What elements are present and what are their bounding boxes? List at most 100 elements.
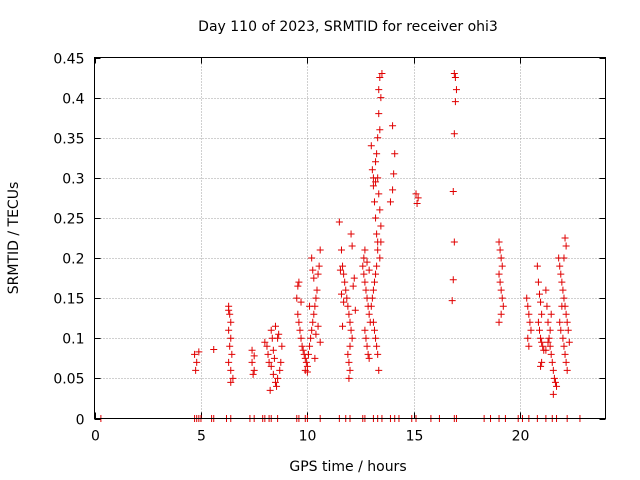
data-point bbox=[298, 342, 306, 350]
data-point bbox=[556, 318, 564, 326]
data-point bbox=[533, 262, 541, 270]
data-point bbox=[348, 242, 356, 250]
y-tick-label: 0.25 bbox=[53, 212, 84, 228]
data-point bbox=[250, 366, 258, 374]
data-point bbox=[310, 274, 318, 282]
data-point bbox=[250, 352, 258, 360]
data-point bbox=[367, 142, 375, 150]
data-point bbox=[539, 342, 547, 350]
data-point bbox=[361, 326, 369, 334]
grid-layer bbox=[94, 57, 606, 419]
data-point bbox=[547, 310, 555, 318]
data-point bbox=[311, 354, 319, 362]
data-point bbox=[316, 246, 324, 254]
data-point bbox=[527, 326, 535, 334]
data-point bbox=[345, 310, 353, 318]
plot-frame bbox=[94, 57, 606, 419]
data-point bbox=[339, 262, 347, 270]
data-point bbox=[372, 334, 380, 342]
data-point bbox=[225, 358, 233, 366]
data-point bbox=[496, 246, 504, 254]
data-point bbox=[345, 358, 353, 366]
data-point bbox=[191, 350, 199, 358]
data-point bbox=[339, 322, 347, 330]
data-point bbox=[412, 190, 420, 198]
data-point bbox=[342, 286, 350, 294]
data-point bbox=[372, 270, 380, 278]
data-point bbox=[299, 346, 307, 354]
data-point bbox=[278, 342, 286, 350]
data-point bbox=[376, 126, 384, 134]
data-point bbox=[274, 374, 282, 382]
data-point bbox=[377, 94, 385, 102]
data-point bbox=[557, 270, 565, 278]
data-point bbox=[562, 242, 570, 250]
data-point bbox=[210, 346, 218, 354]
y-tick-label: 0.2 bbox=[62, 252, 84, 268]
data-point bbox=[375, 366, 383, 374]
data-point bbox=[376, 74, 384, 82]
data-point bbox=[365, 310, 373, 318]
data-point bbox=[538, 358, 546, 366]
data-point bbox=[373, 262, 381, 270]
data-point bbox=[556, 262, 564, 270]
x-tick-label: 10 bbox=[299, 429, 317, 445]
y-axis-label: SRMTID / TECUs bbox=[6, 182, 22, 295]
data-point bbox=[452, 86, 460, 94]
data-point bbox=[368, 166, 376, 174]
data-point bbox=[315, 262, 323, 270]
data-point bbox=[523, 294, 531, 302]
data-point bbox=[345, 374, 353, 382]
data-point bbox=[346, 366, 354, 374]
data-point bbox=[549, 366, 557, 374]
data-point bbox=[362, 334, 370, 342]
data-point bbox=[344, 350, 352, 358]
data-point bbox=[496, 278, 504, 286]
data-point bbox=[375, 190, 383, 198]
data-point bbox=[497, 286, 505, 294]
data-point bbox=[377, 222, 385, 230]
data-point bbox=[360, 270, 368, 278]
data-point bbox=[303, 368, 311, 376]
data-point bbox=[296, 326, 304, 334]
data-point bbox=[548, 358, 556, 366]
data-point bbox=[563, 366, 571, 374]
data-point bbox=[378, 70, 386, 78]
y-tick-label: 0.35 bbox=[53, 132, 84, 148]
data-point bbox=[559, 334, 567, 342]
data-point bbox=[301, 354, 309, 362]
data-point bbox=[562, 358, 570, 366]
data-point bbox=[535, 290, 543, 298]
data-point bbox=[316, 338, 324, 346]
data-point bbox=[546, 342, 554, 350]
data-point bbox=[524, 334, 532, 342]
data-point bbox=[373, 230, 381, 238]
y-tick-label: 0.3 bbox=[62, 172, 84, 188]
data-point bbox=[307, 334, 315, 342]
data-point bbox=[193, 358, 201, 366]
data-point bbox=[346, 342, 354, 350]
data-point bbox=[312, 294, 320, 302]
data-point bbox=[386, 198, 394, 206]
data-point bbox=[269, 370, 277, 378]
data-point bbox=[498, 294, 506, 302]
y-tick-label: 0.15 bbox=[53, 292, 84, 308]
data-point bbox=[273, 382, 281, 390]
data-point bbox=[266, 386, 274, 394]
data-point bbox=[227, 366, 235, 374]
data-point bbox=[376, 254, 384, 262]
data-point bbox=[226, 310, 234, 318]
data-point bbox=[310, 310, 318, 318]
data-point bbox=[227, 334, 235, 342]
data-point bbox=[308, 254, 316, 262]
x-tick-label: 0 bbox=[91, 429, 100, 445]
data-point bbox=[564, 326, 572, 334]
data-point bbox=[347, 326, 355, 334]
data-point bbox=[389, 122, 397, 130]
data-point bbox=[367, 302, 375, 310]
data-point bbox=[264, 350, 272, 358]
data-point bbox=[498, 262, 506, 270]
data-point bbox=[376, 206, 384, 214]
data-point bbox=[293, 294, 301, 302]
data-point bbox=[561, 234, 569, 242]
